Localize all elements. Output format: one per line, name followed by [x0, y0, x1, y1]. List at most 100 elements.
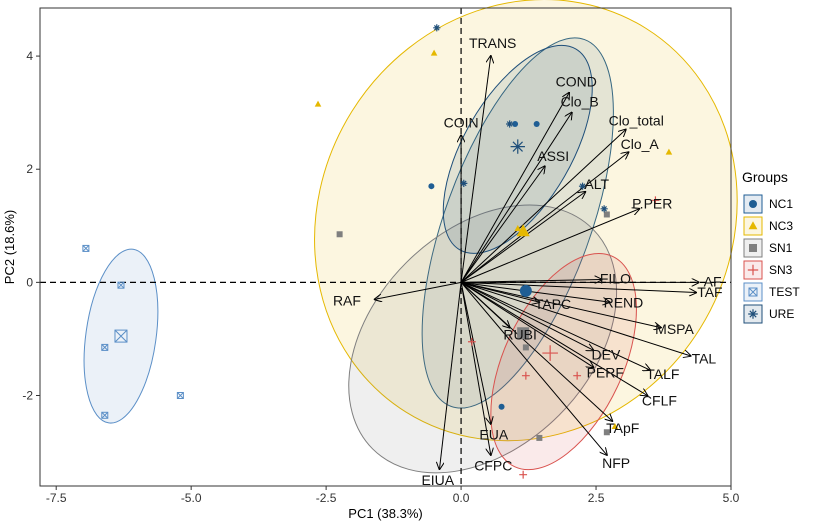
variable-label-cond: COND	[556, 74, 597, 90]
point-circle-mark	[533, 120, 540, 127]
point-triangle-mark	[516, 224, 530, 237]
variable-label-clo-a: Clo_A	[621, 136, 660, 152]
point-square-cross-lines	[101, 344, 109, 351]
data-point-nc1	[498, 403, 505, 410]
data-point-ure	[578, 182, 587, 190]
point-square-cross-lines	[117, 281, 125, 289]
variable-label-talf: TALF	[646, 366, 679, 382]
point-square-cross-box	[176, 391, 184, 399]
variable-arrows	[375, 56, 699, 469]
variable-arrow-mspa	[460, 281, 661, 327]
legend-label-ure: URE	[769, 307, 794, 321]
variable-label-rubi: RUBI	[503, 327, 536, 343]
point-triangle-mark	[611, 423, 619, 430]
data-point-nc1	[512, 120, 519, 127]
group-centroid-sn1	[517, 327, 530, 340]
variable-label-cflf: CFLF	[642, 393, 677, 409]
legend-symbol-sn3	[747, 264, 759, 276]
point-plus-mark	[467, 337, 476, 346]
plot-border	[39, 7, 732, 487]
variable-label-cfpc: CFPC	[474, 458, 512, 474]
variable-label-mspa: MSPA	[655, 321, 694, 337]
point-circle-mark	[519, 284, 532, 297]
point-square-cross-lines	[748, 287, 758, 297]
variable-arrow-nfp	[460, 282, 607, 455]
data-point-ure	[600, 205, 608, 213]
data-point-sn3	[519, 470, 528, 479]
point-triangle-mark	[430, 49, 438, 56]
legend-symbol-sn1	[749, 244, 757, 252]
data-point-test	[82, 244, 90, 252]
group-centroid-sn3	[542, 345, 558, 361]
data-point-ure	[506, 120, 514, 128]
point-square-cross-lines	[177, 392, 184, 399]
point-square-mark	[336, 231, 343, 238]
point-asterisk-mark	[578, 182, 587, 190]
confidence-ellipse-sn1	[348, 204, 618, 474]
group-points	[82, 24, 673, 479]
confidence-ellipse-sn3	[490, 252, 637, 471]
point-circle-mark	[428, 183, 435, 190]
y-tick-label: 2	[26, 162, 33, 176]
point-asterisk-mark	[600, 205, 608, 213]
legend-symbol-ure	[748, 309, 758, 319]
data-point-nc3	[314, 100, 322, 107]
point-square-cross-box	[114, 329, 128, 343]
variable-arrow-p-per	[460, 209, 639, 283]
legend-label-nc1: NC1	[769, 197, 793, 211]
data-point-test	[101, 411, 109, 419]
point-square-cross-box	[117, 281, 125, 289]
variable-arrow-tal	[460, 281, 690, 356]
variable-label-clo-b: Clo_B	[561, 94, 599, 110]
data-point-sn1	[603, 429, 610, 436]
variable-arrow-taf	[461, 281, 696, 292]
variable-label-taf: TAF	[697, 284, 722, 300]
variable-label-af: AF	[704, 273, 722, 289]
point-square-cross-lines	[82, 245, 90, 252]
variable-arrow-cflf	[460, 281, 647, 395]
variable-label-coin: COIN	[444, 114, 479, 130]
point-asterisk-mark	[510, 139, 525, 154]
x-tick-label: 5.0	[723, 491, 740, 505]
data-point-sn3	[521, 371, 530, 380]
data-point-test	[117, 281, 125, 289]
point-plus-mark	[521, 371, 530, 380]
data-point-sn3	[573, 371, 582, 380]
variable-label-nfp: NFP	[602, 455, 630, 471]
legend-label-test: TEST	[769, 285, 800, 299]
data-point-sn1	[336, 231, 343, 238]
x-tick-label: 2.5	[588, 491, 605, 505]
variable-arrow-raf	[375, 281, 462, 299]
variable-label-tapf: TApF	[606, 420, 639, 436]
y-tick-label: -2	[22, 388, 33, 402]
point-asterisk-mark	[506, 120, 514, 128]
point-triangle-mark	[314, 100, 322, 107]
variable-label-assi: ASSI	[537, 148, 569, 164]
legend-label-nc3: NC3	[769, 219, 793, 233]
point-circle-mark	[512, 120, 519, 127]
data-point-test	[176, 391, 184, 399]
variable-arrow-trans	[460, 56, 491, 283]
point-asterisk-mark	[748, 309, 758, 319]
variable-arrow-rend	[461, 281, 609, 302]
y-axis-title: PC2 (18.6%)	[2, 210, 17, 284]
variable-arrow-eiua	[439, 282, 462, 469]
point-triangle-mark	[665, 148, 673, 155]
data-point-sn1	[522, 344, 529, 351]
point-plus-mark	[747, 264, 759, 276]
variable-label-filo: FILO	[600, 270, 631, 286]
legend-symbol-nc1	[749, 200, 757, 208]
legend: Groups NC1 NC3 SN1 SN3 TEST URE	[742, 169, 800, 324]
point-square-mark	[536, 434, 543, 441]
point-plus-mark	[542, 345, 558, 361]
group-centroid-nc1	[519, 284, 532, 297]
point-circle-mark	[498, 403, 505, 410]
point-square-mark	[749, 244, 757, 252]
data-point-sn1	[536, 434, 543, 441]
variable-arrow-dev	[460, 281, 593, 350]
data-point-nc1	[428, 183, 435, 190]
point-square-cross-box	[82, 244, 90, 252]
data-point-nc3	[430, 49, 438, 56]
variable-label-tapc: TAPC	[535, 296, 571, 312]
